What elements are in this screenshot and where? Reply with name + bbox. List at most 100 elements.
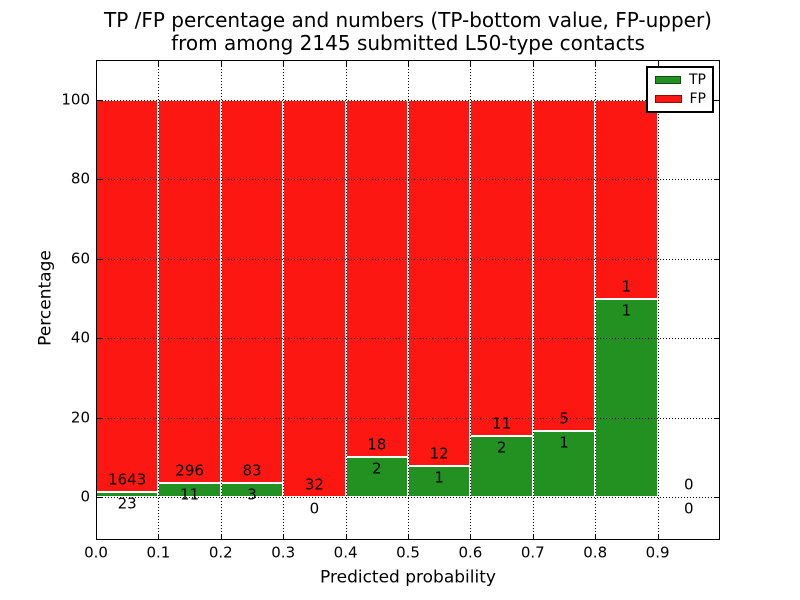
axis-tick-top	[158, 61, 160, 66]
bar-segment-fp	[220, 100, 284, 484]
gridline-vertical	[470, 60, 472, 540]
axis-tick-top	[657, 61, 659, 66]
axis-tick-left	[97, 179, 102, 181]
x-tick-label: 0.1	[146, 543, 171, 562]
axis-tick-top	[283, 61, 285, 66]
bar-segment-tp	[345, 457, 408, 497]
y-tick-label: 80	[70, 169, 90, 188]
y-tick-label: 60	[70, 249, 90, 268]
chart-title-line1: TP /FP percentage and numbers (TP-bottom…	[104, 8, 712, 32]
bar-count-fp: 32	[304, 475, 324, 494]
axis-tick-bottom	[96, 534, 97, 539]
bar-count-fp: 18	[367, 435, 387, 454]
bar-count-fp: 1643	[108, 470, 147, 489]
axis-tick-left	[97, 417, 102, 419]
axis-tick-top	[408, 61, 409, 66]
chart-title-line2: from among 2145 submitted L50-type conta…	[171, 31, 645, 55]
axis-tick-bottom	[283, 534, 285, 539]
gridline-horizontal	[96, 497, 720, 498]
axis-tick-bottom	[470, 534, 472, 539]
bar-count-fp: 11	[492, 414, 512, 433]
gridline-vertical	[220, 60, 222, 540]
gridline-vertical	[408, 60, 409, 540]
gridline-vertical	[657, 60, 659, 540]
axis-tick-right	[714, 179, 719, 181]
bar-count-tp: 0	[309, 499, 320, 518]
x-tick-label: 0.5	[396, 543, 420, 562]
axis-tick-left	[97, 497, 102, 498]
axis-tick-top	[220, 61, 222, 66]
bar-count-fp: 5	[559, 409, 569, 428]
x-axis-label: Predicted probability	[320, 567, 496, 588]
bar-count-fp: 83	[242, 461, 262, 480]
legend-entry-tp: TP	[655, 73, 706, 87]
bar-count-tp: 2	[496, 438, 507, 457]
axis-tick-right	[714, 338, 719, 340]
bar-count-tp: 1	[434, 468, 444, 487]
x-tick-label: 0.2	[208, 543, 233, 562]
x-tick-label: 0.9	[645, 543, 670, 562]
gridline-horizontal	[96, 338, 720, 340]
axis-tick-right	[714, 100, 719, 101]
axis-tick-top	[345, 61, 347, 66]
axis-tick-top	[96, 61, 97, 66]
bar-count-tp: 2	[372, 459, 382, 478]
axis-tick-bottom	[220, 534, 222, 539]
axis-tick-right	[714, 258, 719, 260]
x-tick-label: 0.4	[333, 543, 358, 562]
bar-segment-fp	[158, 100, 221, 483]
axis-tick-top	[470, 61, 472, 66]
bar-count-tp: 1	[559, 433, 569, 452]
axis-tick-left	[97, 258, 102, 260]
y-tick-label: 40	[70, 328, 90, 347]
axis-tick-left	[97, 338, 102, 340]
legend-label-tp: TP	[689, 72, 706, 89]
bar-count-tp: 23	[117, 494, 137, 513]
bar-segment-tp	[595, 298, 658, 497]
bar-count-tp: 1	[621, 301, 632, 319]
gridline-vertical	[532, 60, 534, 540]
axis-tick-top	[595, 61, 597, 66]
gridline-vertical	[345, 60, 347, 540]
legend-swatch-fp-icon	[655, 94, 682, 103]
gridline-horizontal	[96, 417, 720, 419]
y-tick-label: 20	[70, 408, 90, 427]
bar-segment-fp	[96, 100, 159, 492]
axis-tick-left	[97, 100, 102, 101]
axis-tick-right	[714, 497, 719, 498]
bar-count-fp: 1	[621, 277, 632, 295]
bar-count-fp: 12	[429, 444, 449, 463]
bar-count-tp: 11	[180, 485, 200, 504]
chart-legend: TP FP	[646, 66, 714, 113]
legend-entry-fp: FP	[655, 92, 706, 106]
gridline-horizontal	[96, 179, 720, 181]
axis-tick-bottom	[158, 534, 160, 539]
bar-segment-fp	[283, 100, 346, 497]
x-tick-label: 0.7	[520, 543, 545, 562]
x-tick-label: 0.3	[271, 543, 296, 562]
chart-title: TP /FP percentage and numbers (TP-bottom…	[96, 9, 720, 55]
gridline-horizontal	[96, 100, 720, 101]
x-tick-label: 0.8	[583, 543, 608, 562]
x-tick-label: 0.6	[458, 543, 483, 562]
axis-tick-bottom	[657, 534, 659, 539]
bar-count-tp: 0	[684, 499, 694, 518]
legend-swatch-tp-icon	[655, 76, 681, 85]
y-axis-label: Percentage	[35, 250, 56, 346]
axis-tick-right	[714, 417, 719, 419]
bar-segment-fp	[532, 100, 596, 431]
bar-segment-fp	[345, 100, 408, 458]
gridline-vertical	[158, 60, 160, 540]
bar-count-fp: 0	[684, 475, 694, 494]
y-tick-label: 0	[80, 487, 90, 506]
bar-segment-fp	[595, 100, 658, 299]
gridline-horizontal	[96, 258, 720, 260]
axis-tick-bottom	[595, 534, 597, 539]
axis-tick-top	[532, 61, 534, 66]
bar-segment-fp	[470, 100, 533, 436]
bar-count-tp: 3	[247, 485, 257, 504]
bar-segment-fp	[408, 100, 471, 467]
bar-count-fp: 296	[175, 461, 204, 480]
axis-tick-bottom	[532, 534, 534, 539]
